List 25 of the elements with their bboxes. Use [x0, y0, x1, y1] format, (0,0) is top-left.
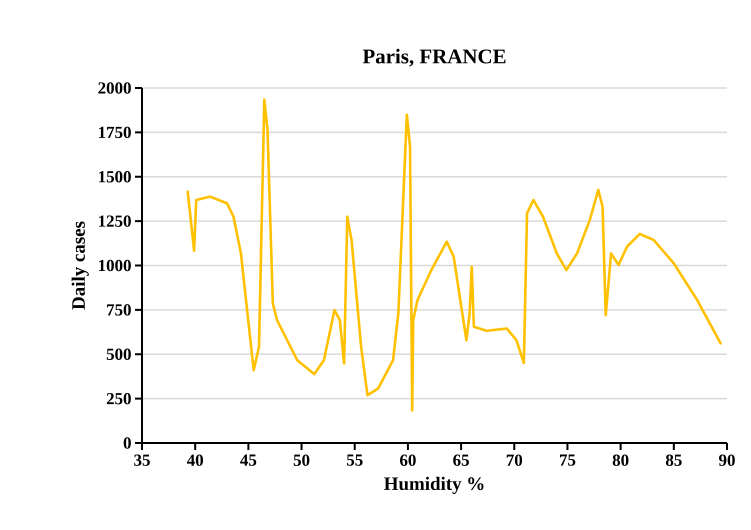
x-tick-label: 35: [134, 454, 150, 466]
y-tick-label: 750: [107, 304, 131, 316]
x-tick-label: 85: [666, 454, 682, 466]
x-tick-label: 90: [719, 454, 735, 466]
x-tick-label: 55: [346, 454, 363, 466]
x-tick-label: 65: [453, 454, 469, 466]
y-axis-title: Daily cases: [72, 222, 89, 310]
x-tick-label: 80: [612, 454, 628, 466]
y-tick-label: 1750: [98, 126, 131, 138]
y-tick-label: 1000: [98, 260, 131, 272]
x-tick-label: 50: [294, 454, 310, 466]
x-tick-label: 45: [240, 454, 256, 466]
y-tick-label: 0: [124, 437, 131, 449]
y-tick-label: 500: [106, 348, 131, 360]
y-tick-label: 250: [106, 392, 131, 404]
x-tick-label: 40: [186, 454, 204, 466]
line-series: [186, 98, 722, 412]
x-tick-label: 70: [506, 454, 522, 466]
chart-title: Paris, FRANCE: [362, 48, 506, 67]
y-tick-label: 1500: [98, 171, 131, 182]
x-tick-label: 75: [560, 454, 576, 466]
y-tick-label: 1250: [98, 215, 131, 227]
y-tick-label: 2000: [98, 82, 131, 94]
x-tick-label: 60: [400, 454, 416, 466]
x-axis-title: Humidity %: [384, 476, 484, 494]
